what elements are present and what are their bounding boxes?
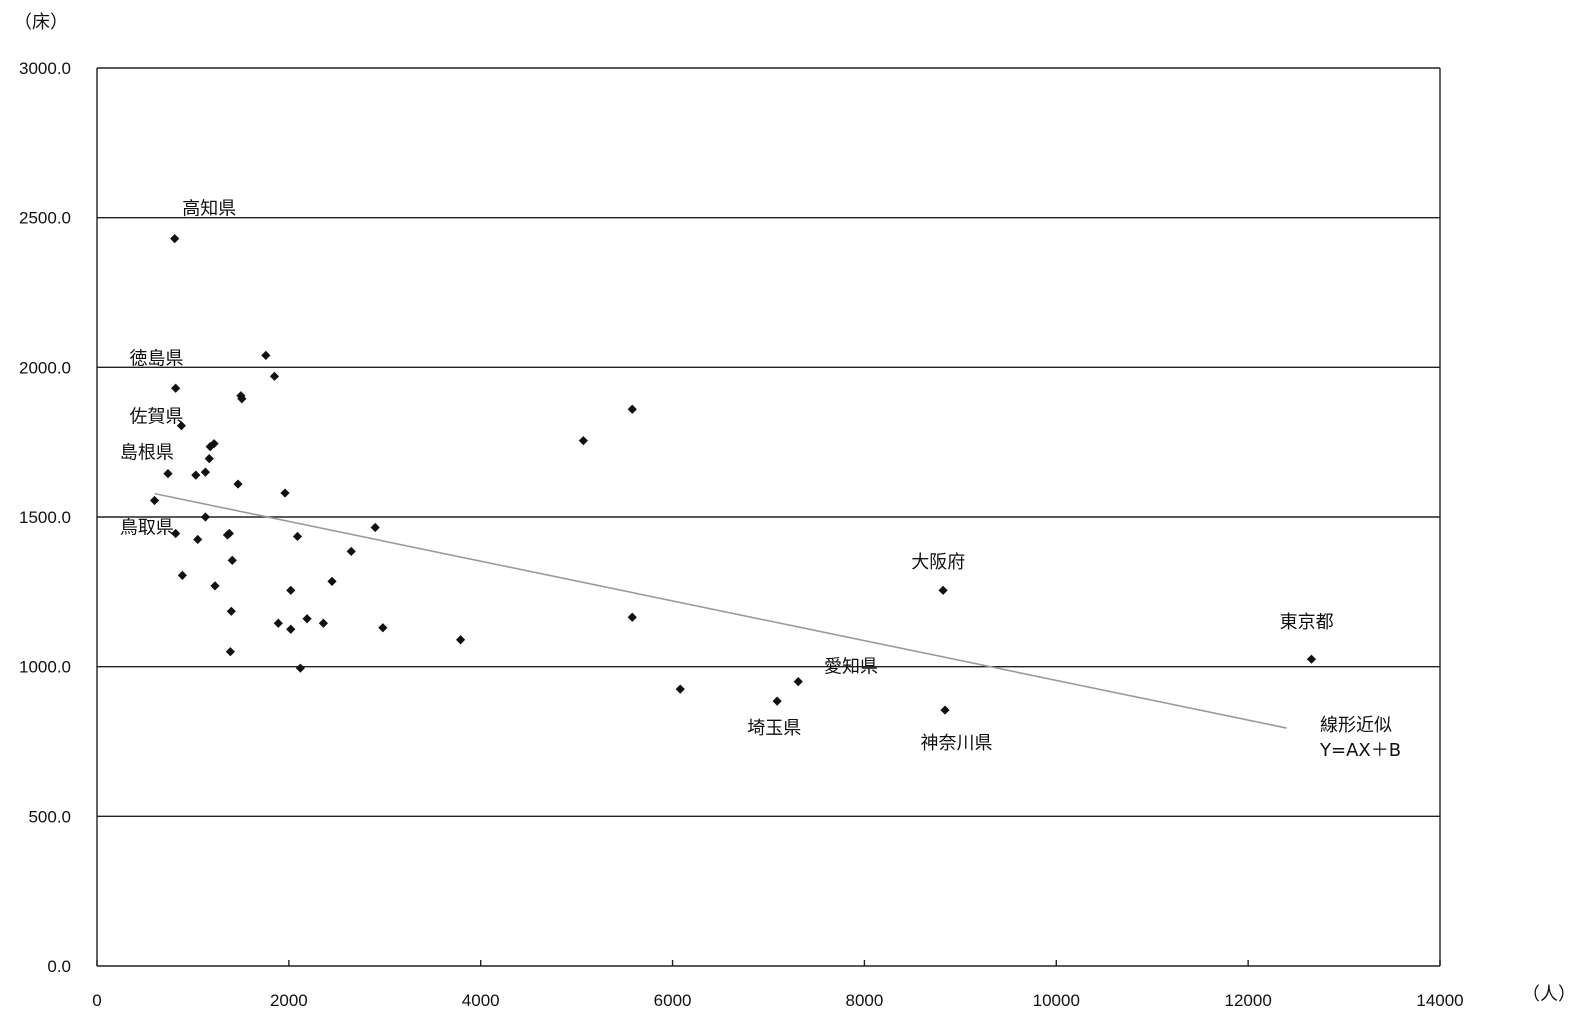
point-annotation: 神奈川県: [921, 733, 993, 754]
data-point: [286, 585, 296, 595]
data-point: [1306, 654, 1317, 664]
data-point: [346, 546, 356, 557]
trendline-label: 線形近似: [1320, 715, 1392, 736]
point-layer: [149, 234, 1317, 715]
text-layer: （床） （人） 線形近似 Y=AX＋B 0.0 500.0 1000.0 1500.0…: [14, 12, 1569, 1010]
data-point: [233, 479, 243, 489]
y-tick-label: 500.0: [28, 807, 71, 826]
point-annotation: 愛知県: [824, 657, 878, 678]
data-point: [226, 606, 236, 616]
data-point: [205, 442, 215, 452]
data-point: [191, 470, 201, 480]
data-point: [171, 383, 181, 393]
data-point: [302, 614, 312, 624]
data-point: [327, 576, 337, 586]
trendline: [154, 492, 1287, 729]
data-point: [772, 696, 782, 706]
y-tick-label: 1500.0: [19, 508, 71, 527]
x-axis-unit: （人）: [1522, 984, 1569, 1005]
data-point: [225, 647, 235, 657]
data-point: [627, 404, 637, 414]
point-annotation: 埼玉県: [747, 718, 801, 739]
x-tick-label: 6000: [654, 991, 692, 1010]
point-annotation: 鳥取県: [120, 517, 174, 538]
data-point: [938, 585, 948, 595]
x-tick-label: 12000: [1225, 991, 1272, 1010]
data-point: [261, 350, 271, 360]
x-tick-label: 4000: [462, 991, 500, 1010]
data-point: [176, 421, 187, 431]
data-point: [204, 454, 214, 464]
point-annotation: 東京都: [1280, 612, 1334, 633]
data-point: [210, 581, 220, 591]
y-tick-label: 0.0: [47, 957, 71, 976]
point-annotation: 高知県: [182, 199, 236, 220]
data-point: [675, 684, 685, 694]
data-point: [209, 439, 219, 449]
data-point: [200, 512, 210, 522]
grid-layer: [97, 67, 1440, 818]
y-tick-label: 2500.0: [19, 209, 71, 228]
data-point: [370, 522, 380, 533]
data-point: [237, 394, 247, 404]
y-tick-label: 3000.0: [19, 59, 71, 78]
data-point: [280, 488, 290, 498]
data-point: [177, 570, 187, 580]
data-point: [149, 495, 160, 506]
data-point: [578, 436, 588, 446]
y-axis-unit: （床）: [14, 12, 68, 33]
x-tick-label: 2000: [270, 991, 308, 1010]
data-point: [318, 618, 328, 628]
data-point: [627, 612, 637, 622]
axis-layer: [96, 68, 1441, 967]
x-tick-label: 8000: [846, 991, 884, 1010]
x-tick-label: 10000: [1033, 991, 1080, 1010]
data-point: [163, 468, 173, 479]
data-point: [286, 624, 296, 634]
data-point: [227, 555, 237, 566]
point-annotation: 島根県: [120, 443, 174, 464]
x-tick-label: 14000: [1416, 991, 1463, 1010]
trendline-equation: Y=AX＋B: [1319, 740, 1401, 761]
point-annotation: 徳島県: [129, 348, 183, 369]
data-point: [269, 371, 280, 381]
point-annotation: 佐賀県: [129, 407, 183, 428]
data-point: [292, 531, 303, 542]
data-point: [193, 534, 203, 545]
data-point: [171, 528, 181, 539]
point-annotation: 大阪府: [911, 552, 965, 573]
data-point: [378, 623, 388, 633]
data-point: [793, 677, 803, 687]
x-tick-label: 0: [92, 991, 101, 1010]
data-point: [170, 234, 180, 244]
data-point: [200, 467, 210, 477]
data-point: [224, 528, 234, 539]
data-point: [455, 635, 466, 645]
data-point: [295, 663, 305, 673]
data-point: [273, 618, 283, 628]
y-tick-label: 2000.0: [19, 358, 71, 377]
trendline-layer: [154, 492, 1287, 729]
data-point: [940, 705, 950, 715]
y-tick-label: 1000.0: [19, 658, 71, 677]
